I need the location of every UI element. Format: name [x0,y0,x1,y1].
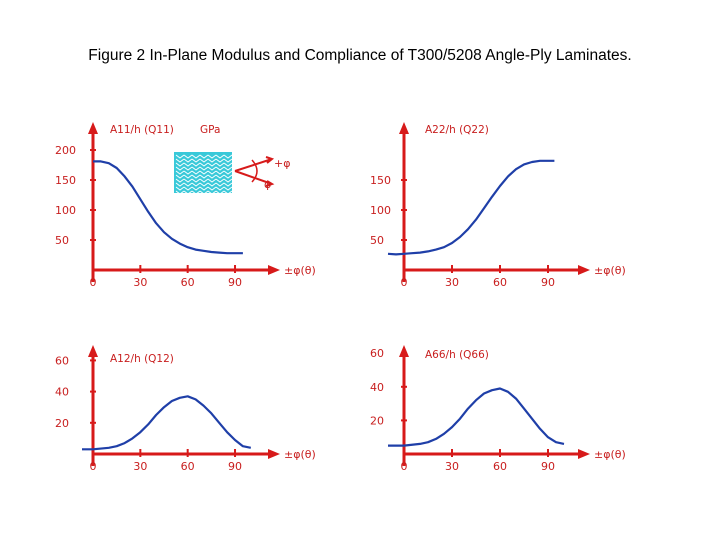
series-line [82,395,252,451]
y-tick-label: 100 [55,204,76,217]
x-axis-title: ±φ(θ) [594,448,626,461]
y-tick-label: 60 [370,347,384,360]
weave-stroke [175,162,185,171]
x-tick-label: 90 [228,460,242,473]
x-tick-label: 60 [181,276,195,289]
y-tick-label: 40 [55,386,69,399]
y-tick-label: 100 [370,204,391,217]
series-line [93,160,243,255]
figure-title: Figure 2 In-Plane Modulus and Compliance… [88,47,632,64]
x-tick-label: 90 [541,460,555,473]
panel-a66: 0 30 60 90 20 40 60 A66/h (Q66) ±φ(θ) [370,345,626,473]
y-tick-label: 50 [370,234,384,247]
x-tick-label: 90 [228,276,242,289]
weave-stroke [215,162,225,171]
x-axis-title: ±φ(θ) [284,448,316,461]
series-line [387,159,555,256]
y-axis-title: A12/h (Q12) [110,353,174,365]
laminate-weave [175,154,233,195]
weave-stroke [207,162,217,171]
weave-stroke [215,170,225,179]
y-tick-label: 20 [55,417,69,430]
panel-a11: 0 30 60 90 50 100 150 200 A11/h (Q11) GPa ±φ(θ) +φ… [55,122,316,289]
x-axis-arrow [578,265,590,275]
weave-stroke [183,162,193,171]
x-tick-label: 60 [493,460,507,473]
x-tick-label: 30 [133,460,147,473]
y-axis-arrow [399,122,409,134]
weave-stroke [175,170,185,179]
weave-stroke [183,186,193,195]
weave-stroke [183,154,193,163]
weave-stroke [191,170,201,179]
ply-angle-arc [251,159,258,183]
weave-stroke [223,170,233,179]
weave-stroke [199,162,209,171]
ply-angle-arrows [234,156,275,187]
weave-stroke [223,154,233,163]
weave-stroke [223,162,233,171]
y-axis-arrow [88,122,98,134]
weave-stroke [207,178,217,187]
weave-stroke [223,186,233,195]
x-axis-title: ±φ(θ) [284,264,316,277]
weave-stroke [175,154,185,163]
weave-stroke [223,178,233,187]
x-tick-label: 30 [445,276,459,289]
x-axis-title: ±φ(θ) [594,264,626,277]
weave-stroke [215,154,225,163]
y-tick-label: 20 [370,414,384,427]
x-tick-label: 0 [90,276,97,289]
y-axis-title: A11/h (Q11) [110,124,174,136]
y-tick-label: 40 [370,381,384,394]
y-tick-label: 200 [55,144,76,157]
y-axis-arrow [88,345,98,357]
y-tick-label: 150 [55,174,76,187]
x-axis-arrow [578,449,590,459]
x-tick-label: 0 [401,460,408,473]
x-axis-arrow [268,449,280,459]
weave-stroke [207,154,217,163]
weave-stroke [215,178,225,187]
y-axis-arrow [399,345,409,357]
x-tick-label: 0 [90,460,97,473]
y-axis-title: A66/h (Q66) [425,349,489,361]
panel-a12: 0 30 60 90 20 40 60 A12/h (Q12) ±φ(θ) [55,345,316,473]
weave-stroke [215,186,225,195]
y-tick-label: 50 [55,234,69,247]
x-tick-label: 60 [181,460,195,473]
weave-stroke [199,186,209,195]
weave-stroke [207,170,217,179]
weave-stroke [207,186,217,195]
unit-label: GPa [200,124,220,136]
x-tick-label: 0 [401,276,408,289]
series-line [388,387,565,447]
weave-stroke [183,178,193,187]
weave-stroke [199,154,209,163]
y-tick-label: 150 [370,174,391,187]
weave-stroke [191,186,201,195]
x-tick-label: 60 [493,276,507,289]
inset-label-phi: φ [264,178,271,191]
inset-label-plus-phi: +φ [274,157,290,170]
x-tick-label: 30 [445,460,459,473]
weave-stroke [199,170,209,179]
y-tick-label: 60 [55,354,69,367]
weave-stroke [175,178,185,187]
x-axis-arrow [268,265,280,275]
weave-stroke [199,178,209,187]
weave-stroke [191,178,201,187]
weave-stroke [183,170,193,179]
panel-a22: 0 30 60 90 50 100 150 A22/h (Q22) ±φ(θ) [370,122,626,289]
weave-stroke [175,186,185,195]
y-axis-title: A22/h (Q22) [425,124,489,136]
laminate-inset: +φ φ [174,152,290,195]
x-tick-label: 30 [133,276,147,289]
weave-stroke [191,162,201,171]
weave-stroke [191,154,201,163]
x-tick-label: 90 [541,276,555,289]
